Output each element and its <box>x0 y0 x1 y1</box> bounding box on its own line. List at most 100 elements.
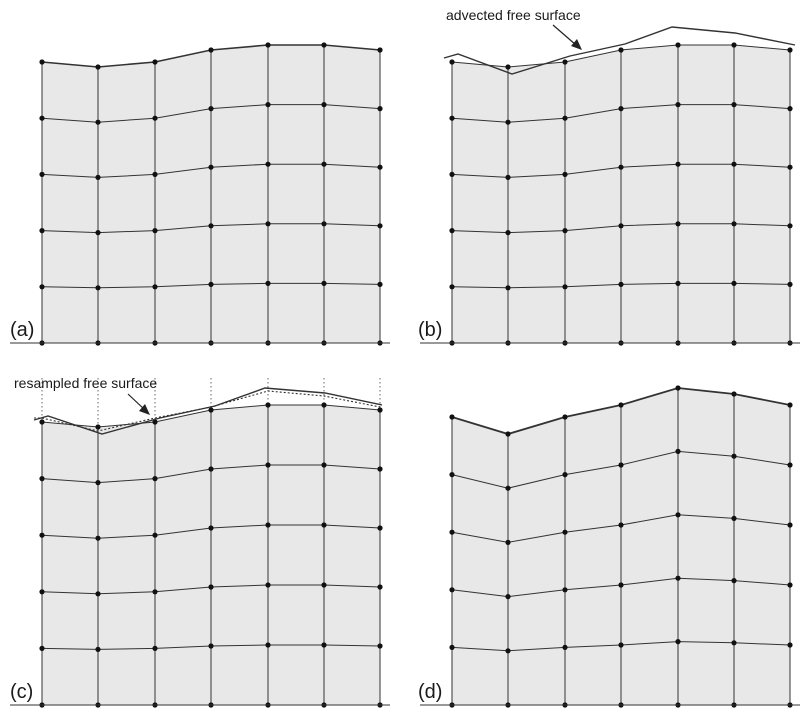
mesh-node <box>152 228 158 234</box>
mesh-node <box>95 64 101 70</box>
mesh-node <box>265 280 271 286</box>
mesh-node <box>95 480 101 486</box>
mesh-node <box>618 223 624 229</box>
mesh-node <box>39 228 45 234</box>
mesh-node <box>787 462 793 468</box>
mesh-node <box>377 643 383 649</box>
mesh-node <box>95 285 101 291</box>
mesh-node <box>562 59 568 65</box>
mesh-node <box>95 424 101 430</box>
mesh-node <box>731 391 737 397</box>
mesh-node <box>675 161 681 167</box>
advected-free-surface-label: advected free surface <box>446 7 581 23</box>
mesh-node <box>321 402 327 408</box>
mesh-node <box>265 221 271 227</box>
mesh-node <box>562 115 568 121</box>
mesh-node <box>95 119 101 125</box>
mesh-node <box>449 644 455 651</box>
mesh-node <box>39 532 45 538</box>
advected-arrowhead <box>571 39 582 50</box>
mesh-nodes <box>449 385 793 708</box>
mesh-node <box>95 646 101 653</box>
mesh-node <box>675 221 681 227</box>
mesh-node <box>618 462 624 468</box>
mesh-node <box>787 281 793 287</box>
mesh-node <box>265 582 271 588</box>
mesh-node <box>321 42 327 48</box>
mesh-node <box>39 284 45 290</box>
mesh-node <box>618 402 624 408</box>
mesh-node <box>321 280 327 286</box>
mesh-node <box>675 448 681 454</box>
mesh-node <box>562 587 568 593</box>
mesh-node <box>208 407 214 413</box>
mesh-node <box>265 402 271 408</box>
mesh-node <box>731 640 737 646</box>
mesh-node <box>321 582 327 588</box>
mesh-node <box>321 642 327 648</box>
mesh-node <box>152 419 158 425</box>
mesh-node <box>618 164 624 170</box>
mesh-node <box>321 161 327 167</box>
mesh-node <box>731 42 737 48</box>
mesh-node <box>449 587 455 593</box>
mesh-node <box>787 47 793 53</box>
mesh-node <box>618 281 624 287</box>
mesh-node <box>95 230 101 236</box>
mesh-nodes <box>449 42 793 346</box>
mesh-node <box>377 106 383 112</box>
mesh-node <box>152 589 158 595</box>
mesh-node <box>449 59 455 65</box>
mesh-node <box>95 174 101 180</box>
mesh-node <box>39 115 45 121</box>
mesh-node <box>39 59 45 65</box>
mesh-node <box>449 472 455 478</box>
mesh-node <box>377 407 383 413</box>
mesh-node <box>787 642 793 648</box>
mesh-node <box>731 161 737 167</box>
mesh-node <box>449 284 455 290</box>
resampled-free-surface <box>34 390 381 432</box>
mesh-node <box>505 230 511 236</box>
mesh-node <box>618 642 624 648</box>
mesh-node <box>208 584 214 590</box>
mesh-nodes <box>39 42 383 346</box>
mesh-node <box>265 642 271 648</box>
mesh-node <box>505 539 511 546</box>
mesh-node <box>505 431 511 437</box>
resampled-arrowhead <box>139 404 150 415</box>
mesh-node <box>675 385 681 391</box>
mesh-node <box>505 594 511 600</box>
panel-c: resampled free surface (c) <box>10 375 390 708</box>
mesh-node <box>505 285 511 291</box>
panel-label-c: (c) <box>10 681 33 703</box>
mesh-node <box>265 102 271 108</box>
mesh-node <box>208 164 214 170</box>
mesh-node <box>265 522 271 528</box>
mesh-node <box>208 466 214 472</box>
mesh-node <box>787 522 793 528</box>
mesh-node <box>562 529 568 535</box>
mesh-node <box>731 578 737 584</box>
mesh-node <box>505 174 511 180</box>
mesh-node <box>377 525 383 531</box>
mesh-node <box>675 102 681 108</box>
mesh-node <box>208 223 214 229</box>
panel-label-d: (d) <box>418 681 442 703</box>
resampled-free-surface-label: resampled free surface <box>14 375 157 391</box>
mesh-node <box>505 485 511 491</box>
mesh-node <box>95 591 101 597</box>
mesh-node <box>787 106 793 112</box>
panel-label-b: (b) <box>418 319 442 341</box>
mesh-node <box>377 584 383 590</box>
mesh-node <box>618 47 624 53</box>
mesh-node <box>152 645 158 652</box>
mesh-node <box>562 472 568 478</box>
mesh-node <box>505 64 511 70</box>
mesh-node <box>377 281 383 287</box>
mesh-node <box>731 280 737 286</box>
mesh-node <box>505 119 511 125</box>
mesh-node <box>321 462 327 468</box>
mesh-node <box>152 59 158 65</box>
mesh-node <box>377 47 383 53</box>
